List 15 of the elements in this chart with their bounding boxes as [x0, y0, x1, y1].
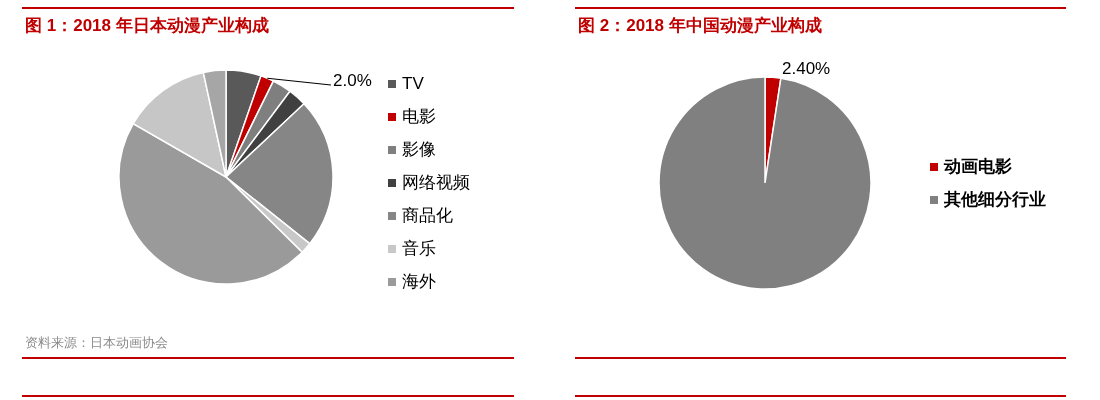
- text: 资料来源：日本动画协会: [25, 334, 168, 352]
- legend-label: 影像: [402, 139, 436, 161]
- legend-label: 其他细分行业: [944, 189, 1046, 211]
- legend-label: 电影: [402, 106, 436, 128]
- legend-label: 商品化: [402, 205, 453, 227]
- legend-label: 网络视频: [402, 172, 470, 194]
- chart-title: 图 2：2018 年中国动漫产业构成: [578, 15, 822, 37]
- legend-label: TV: [402, 73, 424, 94]
- chart-title: 图 1：2018 年日本动漫产业构成: [25, 15, 269, 37]
- data-label: 2.40%: [782, 58, 831, 78]
- legend-label: 音乐: [402, 238, 436, 260]
- legend-label: 海外: [402, 271, 436, 293]
- pie-slice: [658, 76, 872, 290]
- legend-label: 动画电影: [944, 156, 1012, 178]
- data-label: 2.0%: [333, 70, 372, 90]
